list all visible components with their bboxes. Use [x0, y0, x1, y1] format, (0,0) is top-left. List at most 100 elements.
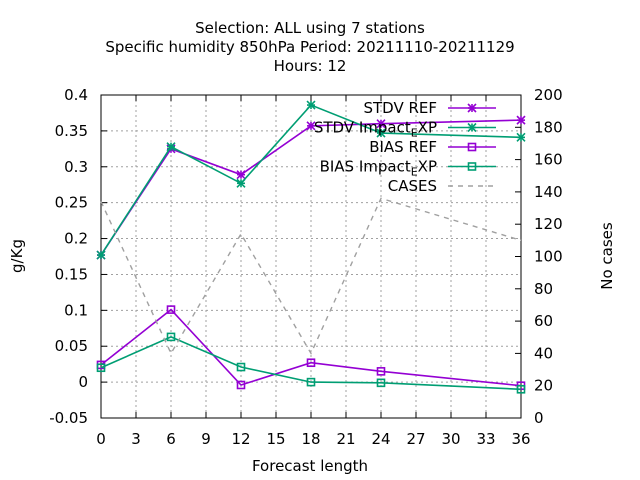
- y-tick-label: 0.15: [55, 265, 88, 283]
- y2-tick-label: 40: [534, 344, 553, 362]
- series-line: [100, 104, 522, 256]
- data-point: [306, 100, 316, 110]
- data-point: [306, 121, 316, 131]
- data-point: [166, 142, 176, 152]
- y-tick-label: 0.35: [55, 122, 88, 140]
- chart-title-line: Specific humidity 850hPa Period: 2021111…: [105, 38, 514, 56]
- y2-tick-label: 200: [534, 86, 563, 104]
- data-point: [166, 305, 176, 314]
- series-stdv-impactxp: [96, 100, 526, 260]
- data-point: [236, 362, 246, 372]
- x-tick-label: 12: [231, 430, 250, 448]
- x-tick-label: 3: [131, 430, 141, 448]
- data-point: [376, 378, 386, 388]
- y-axis-label: g/Kg: [8, 239, 26, 273]
- y2-tick-label: 140: [534, 183, 563, 201]
- y2-tick-label: 100: [534, 248, 563, 266]
- legend-item: CASES: [388, 177, 496, 195]
- marker-stroke: [96, 250, 106, 260]
- marker-stroke: [306, 100, 316, 110]
- marker-stroke: [467, 103, 477, 113]
- data-point: [306, 358, 316, 368]
- x-tick-label: 15: [266, 430, 285, 448]
- grid-lines: [101, 95, 521, 418]
- legend-label: STDV ImpactEXP: [314, 119, 437, 140]
- y2-tick-label: 80: [534, 280, 553, 298]
- y-tick-label: 0.1: [64, 301, 88, 319]
- legend-label: BIAS REF: [369, 138, 437, 156]
- legend-item: STDV REF: [363, 99, 496, 117]
- legend-marker: [467, 142, 477, 152]
- y-tick-label: 0.25: [55, 194, 88, 212]
- data-point: [516, 115, 526, 125]
- marker-stroke: [236, 178, 246, 188]
- data-point: [96, 250, 106, 260]
- data-point: [236, 178, 246, 188]
- series-stdv-ref: [96, 115, 526, 260]
- y2-tick-label: 120: [534, 215, 563, 233]
- marker-stroke: [306, 121, 316, 131]
- y2-tick-label: 160: [534, 151, 563, 169]
- x-tick-label: 30: [441, 430, 460, 448]
- data-point: [376, 119, 386, 129]
- x-tick-label: 33: [476, 430, 495, 448]
- y2-tick-label: 0: [534, 409, 544, 427]
- x-tick-label: 6: [166, 430, 176, 448]
- legend-marker: [467, 122, 477, 133]
- data-point: [166, 332, 176, 342]
- series-line: [100, 336, 522, 391]
- marker-stroke: [376, 128, 386, 138]
- x-tick-label: 0: [96, 430, 106, 448]
- series-line: [100, 119, 522, 256]
- x-tick-label: 18: [301, 430, 320, 448]
- legend-item: BIAS ImpactEXP: [320, 158, 496, 179]
- data-point: [96, 363, 106, 373]
- y-tick-label: 0.2: [64, 230, 88, 248]
- legend-marker: [467, 162, 477, 171]
- data-point: [516, 132, 526, 142]
- y2-tick-label: 60: [534, 312, 553, 330]
- x-tick-label: 9: [201, 430, 211, 448]
- chart-title-line: Selection: ALL using 7 stations: [195, 19, 425, 37]
- y-tick-label: 0.3: [64, 158, 88, 176]
- x-tick-label: 27: [406, 430, 425, 448]
- y-tick-label: 0: [78, 373, 88, 391]
- y-tick-label: -0.05: [49, 409, 88, 427]
- x-axis-label: Forecast length: [252, 457, 368, 475]
- marker-stroke: [236, 170, 246, 180]
- marker-stroke: [516, 132, 526, 142]
- legend-item: BIAS REF: [369, 138, 496, 156]
- marker-stroke: [376, 119, 386, 129]
- legend-marker: [467, 103, 477, 113]
- data-point: [236, 380, 246, 390]
- marker-stroke: [166, 142, 176, 152]
- legend-label: BIAS ImpactEXP: [320, 158, 437, 179]
- legend-item: STDV ImpactEXP: [314, 119, 496, 140]
- axis-ticks: 0 3 6 9 12 15 18 21 24 27 30 33 36-0.0500.050.10.150…: [49, 86, 562, 448]
- y-tick-label: 0.05: [55, 337, 88, 355]
- data-point: [236, 170, 246, 180]
- marker-stroke: [516, 115, 526, 125]
- x-tick-label: 21: [336, 430, 355, 448]
- data-point: [516, 384, 526, 394]
- y2-tick-label: 180: [534, 118, 563, 136]
- legend-label: CASES: [388, 177, 437, 195]
- series-line: [100, 197, 522, 355]
- series-bias-impactxp: [96, 332, 526, 394]
- data-point: [376, 128, 386, 138]
- x-tick-label: 36: [511, 430, 530, 448]
- marker-stroke: [467, 122, 477, 133]
- data-point: [376, 367, 386, 376]
- legend-label: STDV REF: [363, 99, 437, 117]
- chart-title-line: Hours: 12: [274, 57, 347, 75]
- series-group: [96, 100, 526, 394]
- y2-tick-label: 20: [534, 377, 553, 395]
- data-point: [306, 377, 316, 387]
- y-tick-label: 0.4: [64, 86, 88, 104]
- y2-axis-label: No cases: [598, 222, 616, 290]
- chart-title: Selection: ALL using 7 stationsSpecific …: [105, 19, 514, 75]
- series-cases: [100, 197, 522, 355]
- x-tick-label: 24: [371, 430, 390, 448]
